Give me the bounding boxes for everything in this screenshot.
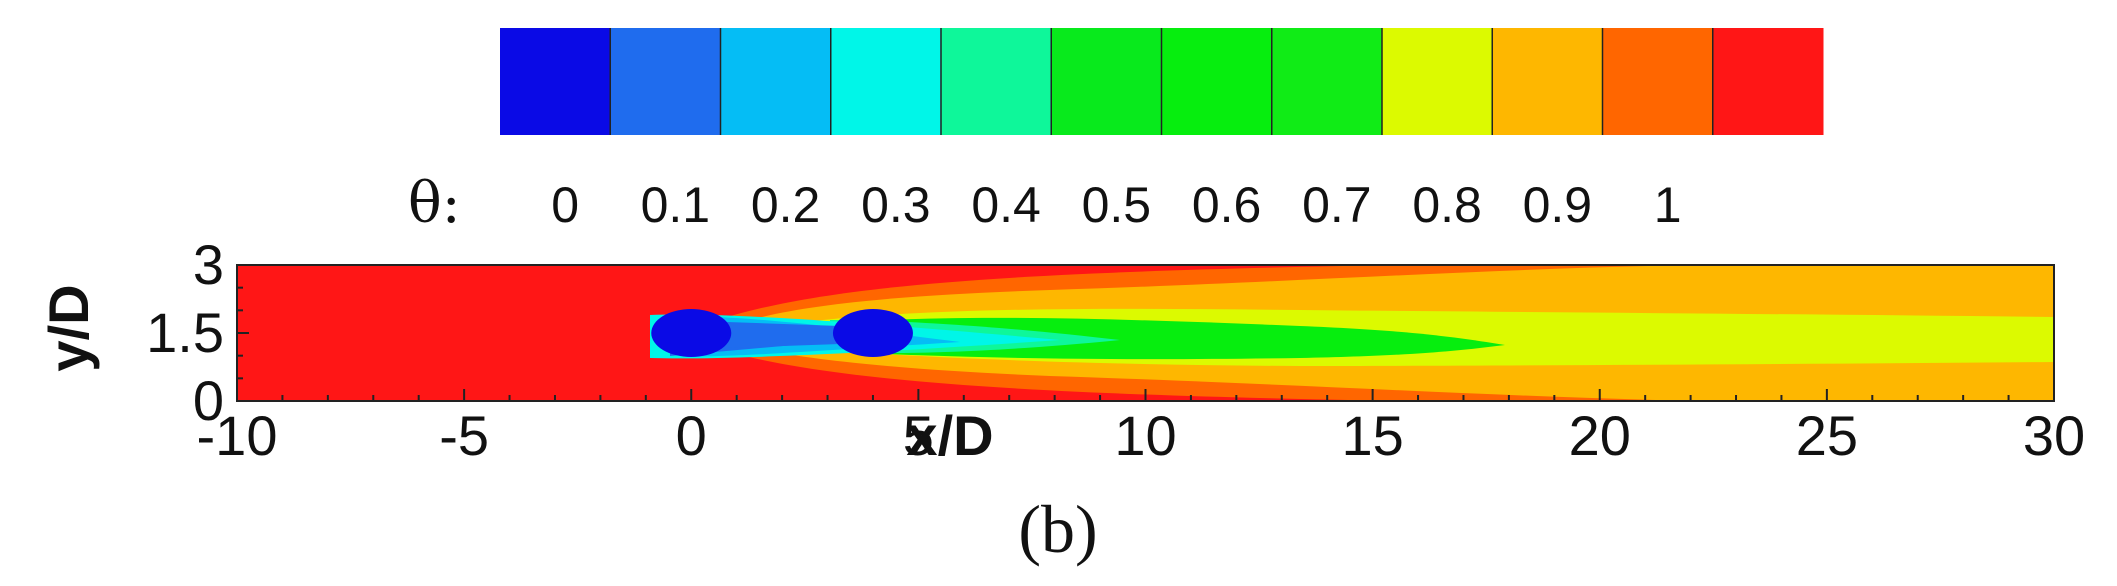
colorbar-title: θ: bbox=[408, 171, 461, 236]
colorbar-tick-label: 0.5 bbox=[1082, 177, 1152, 233]
x-tick-label: 5 bbox=[903, 404, 934, 467]
colorbar-tick-label: 0.4 bbox=[971, 177, 1041, 233]
colorbar-tick-label: 0.1 bbox=[641, 177, 711, 233]
colorbar-swatch bbox=[1051, 28, 1162, 135]
colorbar-swatch bbox=[500, 28, 611, 135]
colorbar-swatch bbox=[1161, 28, 1273, 135]
x-tick-label: 25 bbox=[1796, 404, 1858, 467]
colorbar-tick-label: 0.9 bbox=[1523, 177, 1593, 233]
contour-plot bbox=[237, 265, 2054, 401]
colorbar-swatch bbox=[610, 28, 721, 135]
y-tick-label: 1.5 bbox=[146, 301, 224, 364]
cylinder bbox=[832, 309, 913, 357]
colorbar-tick-label: 0.2 bbox=[751, 177, 821, 233]
x-tick-label: 0 bbox=[676, 404, 707, 467]
colorbar bbox=[500, 28, 1824, 135]
y-tick-label: 0 bbox=[193, 369, 224, 432]
y-tick-label: 3 bbox=[193, 233, 224, 296]
colorbar-swatch bbox=[1492, 28, 1603, 135]
x-tick-label: 20 bbox=[1569, 404, 1631, 467]
colorbar-swatch bbox=[1271, 28, 1383, 135]
colorbar-tick-label: 0 bbox=[551, 177, 579, 233]
x-axis-title: x/D bbox=[906, 404, 993, 467]
colorbar-swatch bbox=[941, 28, 1052, 135]
colorbar-tick-label: 0.8 bbox=[1412, 177, 1482, 233]
colorbar-tick-label: 0.6 bbox=[1192, 177, 1262, 233]
colorbar-tick-label: 0.3 bbox=[861, 177, 931, 233]
x-tick-label: 30 bbox=[2023, 404, 2085, 467]
colorbar-tick-label: 0.7 bbox=[1302, 177, 1372, 233]
colorbar-swatch bbox=[1602, 28, 1714, 135]
colorbar-swatch bbox=[1382, 28, 1493, 135]
x-tick-label: -10 bbox=[197, 404, 278, 467]
colorbar-swatch bbox=[720, 28, 832, 135]
cylinder bbox=[651, 309, 732, 357]
colorbar-tick-label: 1 bbox=[1654, 177, 1682, 233]
colorbar-swatch bbox=[1712, 28, 1824, 135]
colorbar-swatch bbox=[830, 28, 942, 135]
x-tick-label: 15 bbox=[1341, 404, 1403, 467]
cylinders bbox=[651, 309, 913, 357]
panel-label: (b) bbox=[1018, 491, 1097, 567]
colorbar-labels: θ: 0 0.1 0.2 0.3 0.4 0.5 0.6 0.7 0.8 0.9 1 bbox=[408, 171, 1682, 236]
y-axis-title: y/D bbox=[37, 284, 100, 371]
x-tick-label: 10 bbox=[1114, 404, 1176, 467]
x-tick-label: -5 bbox=[439, 404, 489, 467]
